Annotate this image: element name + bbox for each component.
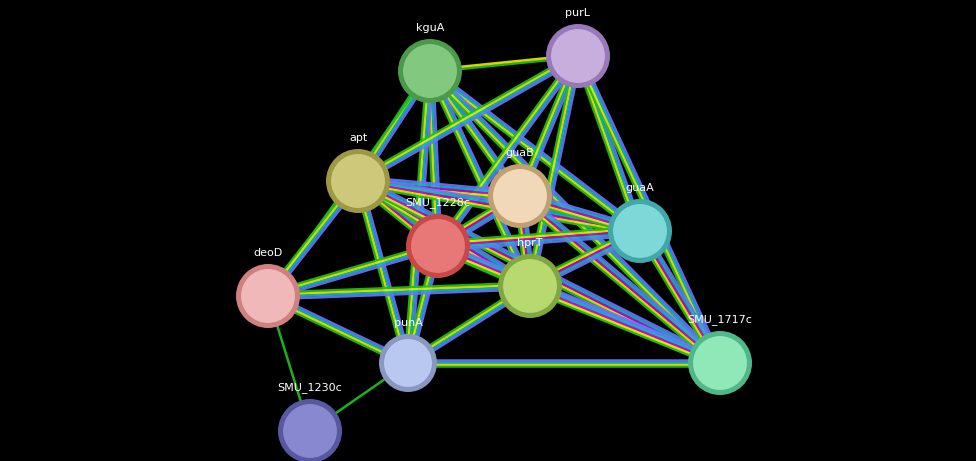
Text: deoD: deoD [254, 248, 283, 258]
Text: hprT: hprT [517, 238, 543, 248]
Text: apt: apt [348, 133, 367, 143]
Circle shape [236, 264, 300, 328]
Circle shape [488, 164, 552, 228]
Circle shape [406, 214, 470, 278]
Text: guaB: guaB [506, 148, 535, 158]
Text: SMU_1717c: SMU_1717c [687, 314, 752, 325]
Circle shape [492, 168, 548, 224]
Circle shape [546, 24, 610, 88]
Text: purL: purL [565, 8, 590, 18]
Circle shape [379, 334, 437, 392]
Circle shape [608, 199, 672, 263]
Circle shape [692, 335, 748, 391]
Circle shape [282, 403, 338, 459]
Circle shape [410, 218, 466, 274]
Text: punA: punA [393, 318, 423, 328]
Text: kguA: kguA [416, 23, 444, 33]
Circle shape [398, 39, 462, 103]
Text: SMU_1228c: SMU_1228c [405, 197, 470, 208]
Circle shape [330, 153, 386, 209]
Circle shape [240, 268, 296, 324]
Circle shape [498, 254, 562, 318]
Circle shape [383, 338, 433, 388]
Circle shape [502, 258, 558, 314]
Circle shape [688, 331, 752, 395]
Text: SMU_1230c: SMU_1230c [277, 382, 343, 393]
Circle shape [550, 28, 606, 84]
Circle shape [326, 149, 390, 213]
Circle shape [278, 399, 342, 461]
Circle shape [402, 43, 458, 99]
Text: guaA: guaA [626, 183, 654, 193]
Circle shape [612, 203, 668, 259]
